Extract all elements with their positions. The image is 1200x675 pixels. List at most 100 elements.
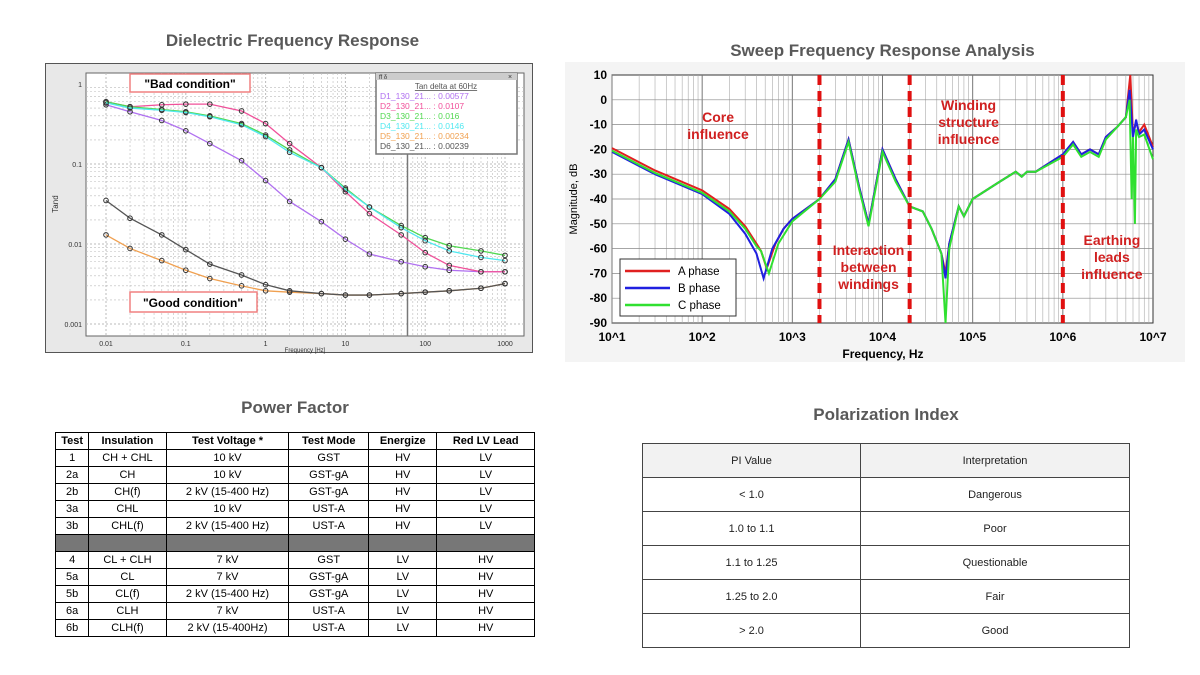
data-point [207,275,213,282]
dfr-chart-frame: 0.01 0.1 1 10 100 1000 1 0.1 0.01 0.001 Frequency … [45,63,533,354]
x-tick-label: 10^5 [959,330,986,344]
pf-title: Power Factor [241,398,349,417]
series-line-c-phase [611,99,1154,324]
y-tick-label: 0.001 [64,322,82,329]
column-header: Test Mode [288,432,370,450]
data-point [183,128,189,134]
table-cell: UST-A [288,517,370,535]
table-cell: 6a [54,602,90,620]
table-cell: HV [368,466,438,484]
data-point [238,283,245,289]
legend-series-value: 0.0146 [438,121,464,131]
legend-series-value: 0.00577 [438,91,469,101]
table-cell: 3a [54,500,90,518]
table-cell: CL(f) [88,585,167,603]
table-cell: Dangerous [860,477,1130,512]
data-point [342,292,349,298]
x-axis-label: Frequency [Hz] [285,348,326,354]
data-point [398,290,404,297]
y-tick-label: 10 [594,68,608,82]
x-tick-label: 0.01 [99,341,113,348]
legend-entry: D1_130_21... : 0.00577 [380,91,469,101]
data-point [478,248,484,254]
table-row: 5b CL(f) 2 kV (15-400 Hz) GST-gA LV HV [54,585,535,603]
table-cell: HV [436,551,535,569]
data-point [286,149,293,156]
table-cell: CHL [88,500,167,518]
table-cell: UST-A [288,602,370,620]
x-tick-label: 10^4 [869,330,896,344]
table-cell: CHL(f) [88,517,167,535]
data-point [398,224,404,231]
table-cell: < 1.0 [641,477,862,512]
good-condition-label: "Good condition" [143,296,243,310]
table-cell: CH(f) [88,483,167,501]
y-tick-label: -20 [590,142,608,156]
data-point [422,263,429,270]
table-cell: 1 [54,449,90,467]
table-cell: 3b [54,517,90,535]
table-cell: GST-gA [288,585,370,603]
y-tick-label: -60 [590,242,608,256]
table-cell: 6b [54,619,90,637]
table-cell: 7 kV [165,602,290,620]
column-header: Red LV Lead [436,432,535,450]
y-tick-label: -10 [590,118,608,132]
legend-series-value: 0.0107 [438,101,464,111]
table-cell: LV [436,466,535,484]
table-row: 2b CH(f) 2 kV (15-400 Hz) GST-gA HV LV [54,483,535,501]
x-tick-label: 10^3 [779,330,806,344]
data-point [398,258,404,265]
x-tick-label: 0.1 [181,341,191,348]
table-cell: 5b [54,585,90,603]
data-point [262,120,269,127]
data-point [478,285,484,292]
data-point [422,237,429,244]
table-row: 6a CLH 7 kV UST-A LV HV [54,602,535,620]
column-header: Test Voltage * [165,432,290,450]
data-point [262,177,269,184]
data-point [262,281,269,288]
data-point [183,109,189,116]
table-cell: Poor [860,511,1130,546]
legend-label: B phase [678,283,720,295]
legend-series-name: D5_130_21... [380,131,431,141]
table-cell: CH [88,466,167,484]
y-tick-label: -90 [590,316,608,330]
table-row: 3b CHL(f) 2 kV (15-400 Hz) UST-A HV LV [54,517,535,535]
table-row: 1.1 to 1.25 Questionable [641,545,1130,580]
table-row: 4 CL + CLH 7 kV GST LV HV [54,551,535,569]
legend-separator: : [431,111,438,121]
data-point [286,198,293,205]
data-point [103,100,109,106]
series-line-6 [105,199,506,296]
data-point [127,245,133,252]
data-point [366,204,373,210]
data-point [502,257,508,264]
x-tick-label: 10^2 [689,330,716,344]
table-cell: HV [368,517,438,535]
data-point [502,280,508,287]
table-row: 2a CH 10 kV GST-gA HV LV [54,466,535,484]
table-cell: 7 kV [165,568,290,586]
x-tick-label: 10^6 [1049,330,1076,344]
data-point [238,121,245,128]
legend-series-name: D1_130_21... [380,91,431,101]
x-tick-label: 1000 [497,341,513,348]
table-row: 1 CH + CHL 10 kV GST HV LV [54,449,535,467]
data-point [103,232,109,238]
table-cell: 4 [54,551,90,569]
data-point [183,267,189,274]
column-header: Test [54,432,90,450]
y-axis-label: Magnitude, dB [568,164,580,235]
table-cell: LV [436,449,535,467]
legend-label: C phase [678,300,721,312]
data-point [286,140,293,147]
data-point [238,272,245,278]
data-point [158,107,165,114]
table-cell: LV [368,585,438,603]
data-point [238,108,245,114]
table-cell: > 2.0 [641,613,862,648]
table-cell [288,534,370,552]
table-row: 3a CHL 10 kV UST-A HV LV [54,500,535,518]
